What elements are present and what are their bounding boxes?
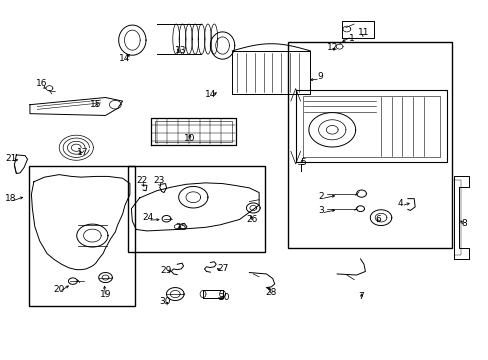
Text: 22: 22 [136, 176, 147, 185]
Text: 28: 28 [265, 288, 276, 297]
Text: 2: 2 [318, 192, 324, 201]
Text: 24: 24 [142, 213, 153, 222]
Text: 26: 26 [246, 215, 258, 224]
Text: 11: 11 [358, 28, 369, 37]
Text: 7: 7 [358, 292, 364, 301]
Text: 30: 30 [160, 297, 171, 306]
Text: 21: 21 [6, 154, 17, 163]
Text: 15: 15 [90, 100, 102, 109]
Text: 30: 30 [218, 293, 229, 302]
Text: 8: 8 [460, 219, 466, 228]
Text: 19: 19 [100, 289, 111, 298]
Text: 13: 13 [175, 46, 186, 55]
Text: 18: 18 [5, 194, 16, 203]
Bar [128, 166, 264, 252]
Bar [288, 42, 451, 248]
Text: 3: 3 [318, 206, 324, 215]
Text: 4: 4 [397, 199, 403, 208]
Text: 25: 25 [175, 223, 186, 232]
Text: 14: 14 [204, 90, 216, 99]
Text: 27: 27 [216, 265, 228, 274]
Text: 10: 10 [184, 134, 195, 143]
Text: 12: 12 [326, 43, 337, 52]
Text: 6: 6 [375, 215, 381, 224]
Text: 5: 5 [300, 158, 305, 167]
Text: 20: 20 [53, 285, 65, 294]
Text: 1: 1 [348, 34, 354, 43]
Text: 17: 17 [77, 148, 88, 157]
Text: 29: 29 [161, 266, 172, 275]
Text: 23: 23 [153, 176, 164, 185]
Text: 9: 9 [317, 72, 322, 81]
Bar [29, 166, 135, 306]
Text: 16: 16 [36, 79, 48, 88]
Text: 14: 14 [119, 54, 130, 63]
